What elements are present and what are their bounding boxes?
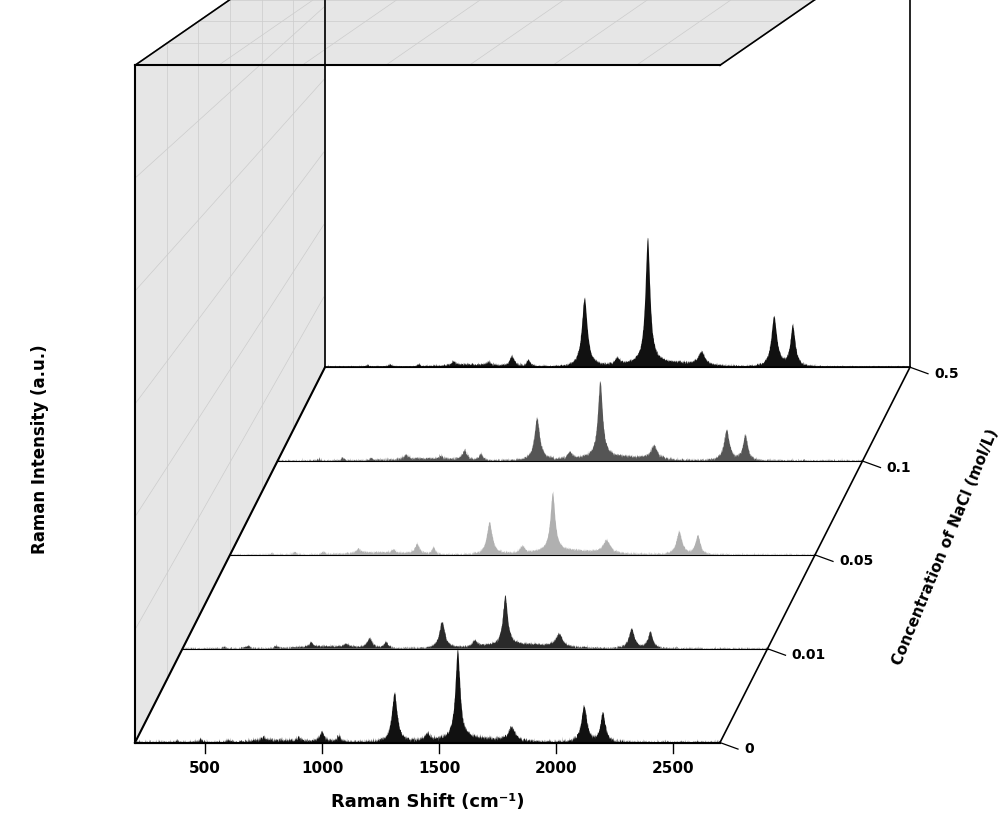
- Text: 1500: 1500: [418, 761, 460, 776]
- Polygon shape: [135, 0, 325, 743]
- Text: 0.1: 0.1: [887, 460, 911, 475]
- Text: 2000: 2000: [535, 761, 578, 776]
- Text: 2500: 2500: [652, 761, 695, 776]
- Polygon shape: [278, 381, 862, 461]
- Text: 0.01: 0.01: [792, 648, 826, 663]
- Text: Concentration of NaCl (mol/L): Concentration of NaCl (mol/L): [890, 427, 1000, 667]
- Text: 0: 0: [744, 742, 754, 756]
- Polygon shape: [182, 595, 768, 649]
- Text: 1000: 1000: [301, 761, 343, 776]
- Polygon shape: [135, 648, 720, 743]
- Polygon shape: [230, 491, 815, 555]
- Text: Raman Shift (cm⁻¹): Raman Shift (cm⁻¹): [331, 793, 524, 811]
- Polygon shape: [135, 0, 910, 65]
- Text: 500: 500: [189, 761, 221, 776]
- Text: Raman Intensity (a.u.): Raman Intensity (a.u.): [31, 344, 49, 553]
- Polygon shape: [325, 237, 910, 367]
- Text: 0.05: 0.05: [839, 554, 873, 569]
- Text: 0.5: 0.5: [934, 366, 959, 381]
